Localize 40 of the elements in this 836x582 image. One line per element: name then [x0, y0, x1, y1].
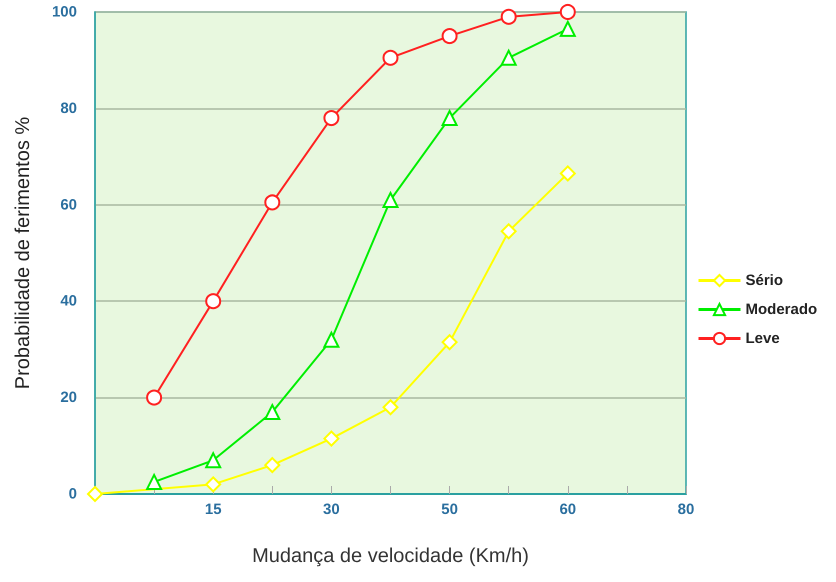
x-tick-label: 15 [204, 501, 222, 518]
point [264, 404, 280, 420]
point [382, 50, 398, 66]
x-tick-label: 60 [559, 501, 576, 518]
point [500, 50, 517, 66]
point [205, 452, 222, 468]
point [205, 476, 222, 492]
x-tick-label: 50 [441, 501, 458, 518]
point [146, 474, 162, 490]
point [442, 28, 458, 44]
legend-label: Leve [746, 330, 780, 347]
y-tick-label: 20 [60, 389, 77, 406]
point [442, 334, 458, 350]
point [382, 192, 398, 208]
y-tick-label: 40 [60, 292, 77, 310]
point [382, 399, 398, 416]
legend-label: Sério [746, 272, 784, 289]
x-tick-label: 30 [323, 501, 340, 518]
point [264, 457, 280, 474]
point [560, 4, 576, 20]
x-axis-title: Mudança de velocidade (Km/h) [252, 545, 529, 567]
point [146, 390, 162, 406]
y-tick-label: 60 [60, 196, 77, 214]
y-tick-label: 80 [60, 100, 77, 117]
point [560, 165, 576, 182]
point [264, 194, 280, 210]
y-tick-label: 100 [52, 4, 77, 20]
point [323, 430, 340, 447]
y-tick-label: 0 [68, 486, 77, 502]
point [205, 293, 222, 310]
point [500, 223, 517, 240]
point [87, 486, 103, 502]
point [560, 20, 576, 37]
x-tick-label: 80 [678, 501, 694, 518]
legend-label: Moderado [746, 301, 818, 318]
y-axis-title: Probabilidade de ferimentos % [12, 116, 34, 390]
point [323, 332, 340, 348]
point [442, 110, 458, 126]
point [500, 8, 517, 25]
point [323, 110, 340, 126]
